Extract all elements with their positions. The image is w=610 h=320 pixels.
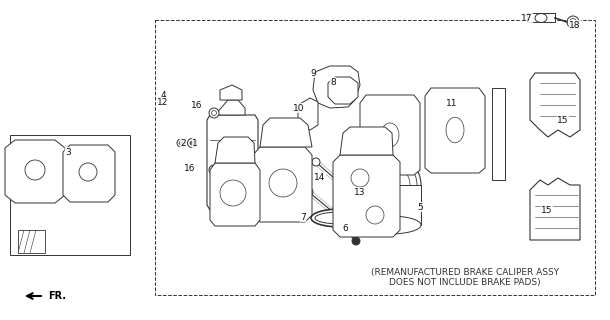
Polygon shape xyxy=(260,118,312,147)
Ellipse shape xyxy=(311,209,369,227)
Ellipse shape xyxy=(177,139,185,147)
Polygon shape xyxy=(530,178,580,240)
Text: 13: 13 xyxy=(354,188,366,196)
Ellipse shape xyxy=(269,169,297,197)
Ellipse shape xyxy=(370,165,410,205)
Ellipse shape xyxy=(363,158,417,212)
Ellipse shape xyxy=(312,158,320,166)
Polygon shape xyxy=(210,163,260,226)
Ellipse shape xyxy=(190,141,194,145)
Polygon shape xyxy=(220,85,242,100)
Text: 8: 8 xyxy=(330,77,336,86)
Text: 10: 10 xyxy=(293,103,305,113)
Ellipse shape xyxy=(209,165,219,175)
Text: 18: 18 xyxy=(569,20,581,29)
Ellipse shape xyxy=(570,19,576,26)
Ellipse shape xyxy=(350,183,360,196)
Ellipse shape xyxy=(351,169,369,187)
Text: 6: 6 xyxy=(342,223,348,233)
Polygon shape xyxy=(207,115,258,210)
Polygon shape xyxy=(215,100,245,115)
Ellipse shape xyxy=(359,154,421,216)
Ellipse shape xyxy=(535,13,547,22)
Text: 14: 14 xyxy=(314,172,326,181)
Text: FR.: FR. xyxy=(48,291,66,301)
Ellipse shape xyxy=(366,206,384,224)
Ellipse shape xyxy=(79,163,97,181)
Text: 9: 9 xyxy=(310,68,316,77)
Ellipse shape xyxy=(187,139,196,148)
Polygon shape xyxy=(215,137,255,163)
Ellipse shape xyxy=(25,160,45,180)
Polygon shape xyxy=(18,230,45,253)
Polygon shape xyxy=(425,88,485,173)
Ellipse shape xyxy=(446,117,464,143)
Polygon shape xyxy=(530,73,580,137)
Polygon shape xyxy=(333,155,400,237)
Polygon shape xyxy=(340,127,393,155)
Ellipse shape xyxy=(381,123,399,147)
Text: 15: 15 xyxy=(541,205,553,214)
Ellipse shape xyxy=(209,108,219,118)
Text: 1: 1 xyxy=(192,139,198,148)
Text: 2: 2 xyxy=(180,139,186,148)
Polygon shape xyxy=(313,66,360,108)
Polygon shape xyxy=(10,135,130,255)
Text: 15: 15 xyxy=(558,116,569,124)
Text: 16: 16 xyxy=(192,100,203,109)
Polygon shape xyxy=(524,15,527,20)
Text: DOES NOT INCLUDE BRAKE PADS): DOES NOT INCLUDE BRAKE PADS) xyxy=(389,278,541,287)
Ellipse shape xyxy=(567,16,579,28)
Ellipse shape xyxy=(315,212,365,224)
Text: 5: 5 xyxy=(417,203,423,212)
Ellipse shape xyxy=(305,188,313,196)
Ellipse shape xyxy=(352,237,360,245)
Text: 11: 11 xyxy=(447,99,458,108)
Ellipse shape xyxy=(212,110,217,116)
Text: 4: 4 xyxy=(160,91,166,100)
Text: (REMANUFACTURED BRAKE CALIPER ASSY: (REMANUFACTURED BRAKE CALIPER ASSY xyxy=(371,268,559,276)
Text: 16: 16 xyxy=(184,164,196,172)
Polygon shape xyxy=(5,140,65,203)
Polygon shape xyxy=(328,77,358,104)
Text: 3: 3 xyxy=(65,148,71,156)
Text: 17: 17 xyxy=(522,13,533,22)
Ellipse shape xyxy=(359,216,421,234)
Polygon shape xyxy=(253,147,312,222)
Ellipse shape xyxy=(220,180,246,206)
Ellipse shape xyxy=(212,167,217,172)
Text: 7: 7 xyxy=(300,212,306,221)
Polygon shape xyxy=(527,13,555,22)
Polygon shape xyxy=(63,145,115,202)
Polygon shape xyxy=(492,88,505,180)
Polygon shape xyxy=(360,95,420,175)
Polygon shape xyxy=(359,185,421,225)
Ellipse shape xyxy=(179,141,183,145)
Polygon shape xyxy=(298,98,318,130)
Text: 12: 12 xyxy=(157,98,169,107)
